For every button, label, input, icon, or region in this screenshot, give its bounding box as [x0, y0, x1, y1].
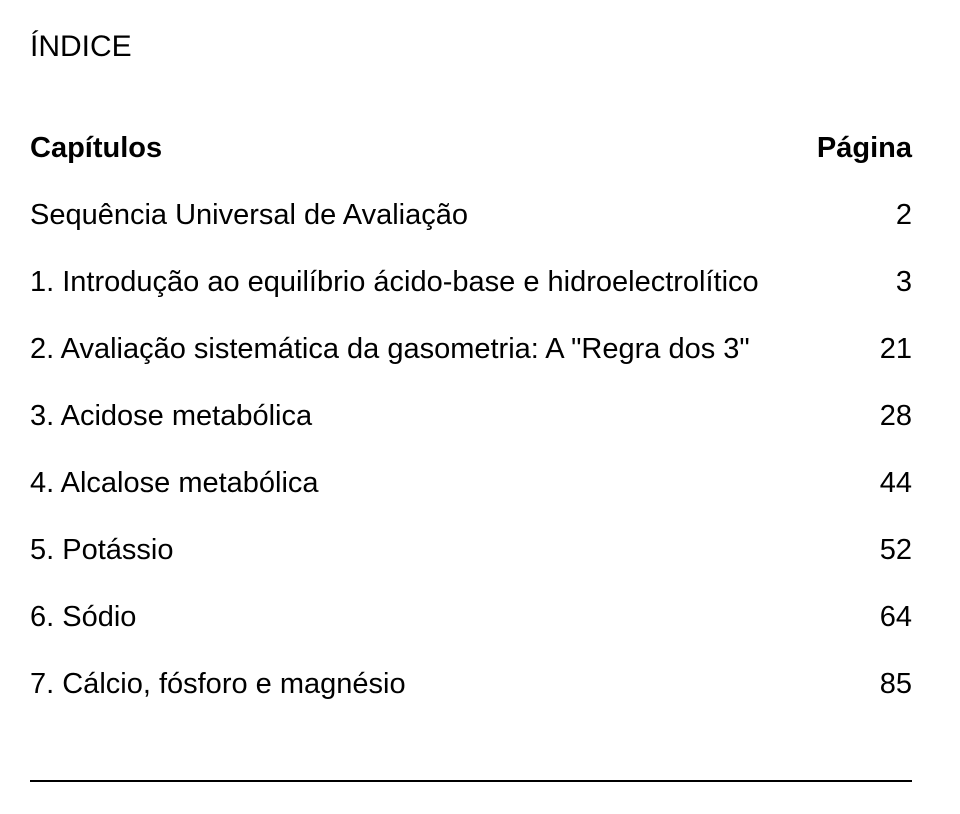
page-title: ÍNDICE: [30, 30, 912, 64]
toc-header-page: Página: [810, 132, 912, 199]
toc-entry-page: 21: [810, 333, 912, 400]
toc-row: 6. Sódio 64: [30, 601, 912, 668]
toc-entry-page: 64: [810, 601, 912, 668]
toc-row: 1. Introdução ao equilíbrio ácido-base e…: [30, 266, 912, 333]
toc-header-row: Capítulos Página: [30, 132, 912, 199]
toc-entry-label: Sequência Universal de Avaliação: [30, 199, 810, 266]
page-container: ÍNDICE Capítulos Página Sequência Univer…: [0, 0, 960, 814]
toc-entry-label: 5. Potássio: [30, 534, 810, 601]
bottom-rule: [30, 780, 912, 782]
toc-entry-label: 4. Alcalose metabólica: [30, 467, 810, 534]
toc-entry-label: 3. Acidose metabólica: [30, 400, 810, 467]
toc-row: 7. Cálcio, fósforo e magnésio 85: [30, 668, 912, 735]
toc-entry-label: 2. Avaliação sistemática da gasometria: …: [30, 333, 810, 400]
toc-row: 2. Avaliação sistemática da gasometria: …: [30, 333, 912, 400]
toc-table: Capítulos Página Sequência Universal de …: [30, 132, 912, 735]
toc-entry-page: 52: [810, 534, 912, 601]
toc-entry-page: 2: [810, 199, 912, 266]
toc-header-chapters: Capítulos: [30, 132, 810, 199]
toc-entry-label: 1. Introdução ao equilíbrio ácido-base e…: [30, 266, 810, 333]
toc-entry-page: 3: [810, 266, 912, 333]
toc-entry-label: 6. Sódio: [30, 601, 810, 668]
toc-row: Sequência Universal de Avaliação 2: [30, 199, 912, 266]
toc-row: 3. Acidose metabólica 28: [30, 400, 912, 467]
toc-entry-page: 28: [810, 400, 912, 467]
toc-entry-label: 7. Cálcio, fósforo e magnésio: [30, 668, 810, 735]
toc-entry-page: 85: [810, 668, 912, 735]
toc-row: 5. Potássio 52: [30, 534, 912, 601]
toc-entry-page: 44: [810, 467, 912, 534]
toc-row: 4. Alcalose metabólica 44: [30, 467, 912, 534]
